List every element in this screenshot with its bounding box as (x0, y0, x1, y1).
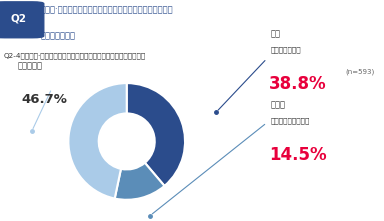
Text: 14.5%: 14.5% (269, 146, 326, 164)
Text: Q2: Q2 (10, 13, 26, 24)
Text: 不正解: 不正解 (271, 100, 286, 109)
Text: （あてはまる）: （あてはまる） (271, 46, 301, 53)
Text: 38.8%: 38.8% (269, 75, 326, 93)
FancyBboxPatch shape (0, 2, 44, 38)
Wedge shape (127, 83, 185, 186)
Text: (n=593): (n=593) (345, 69, 374, 75)
Text: お選びください: お選びください (40, 31, 75, 40)
Text: 正解: 正解 (271, 30, 281, 39)
Wedge shape (68, 83, 127, 198)
Text: Q2-4　抗菌薬·抗生物質を飲むと下痢などの副作用がしばしばおきる: Q2-4 抗菌薬·抗生物質を飲むと下痢などの副作用がしばしばおきる (4, 53, 146, 59)
Wedge shape (115, 163, 164, 200)
Text: 46.7%: 46.7% (21, 93, 67, 106)
Text: わからない: わからない (17, 62, 42, 71)
Text: 抗菌薬·抗生物質についてあなたが当てはまると思うものを: 抗菌薬·抗生物質についてあなたが当てはまると思うものを (40, 5, 173, 14)
Text: （あてはまらない）: （あてはまらない） (271, 117, 310, 124)
